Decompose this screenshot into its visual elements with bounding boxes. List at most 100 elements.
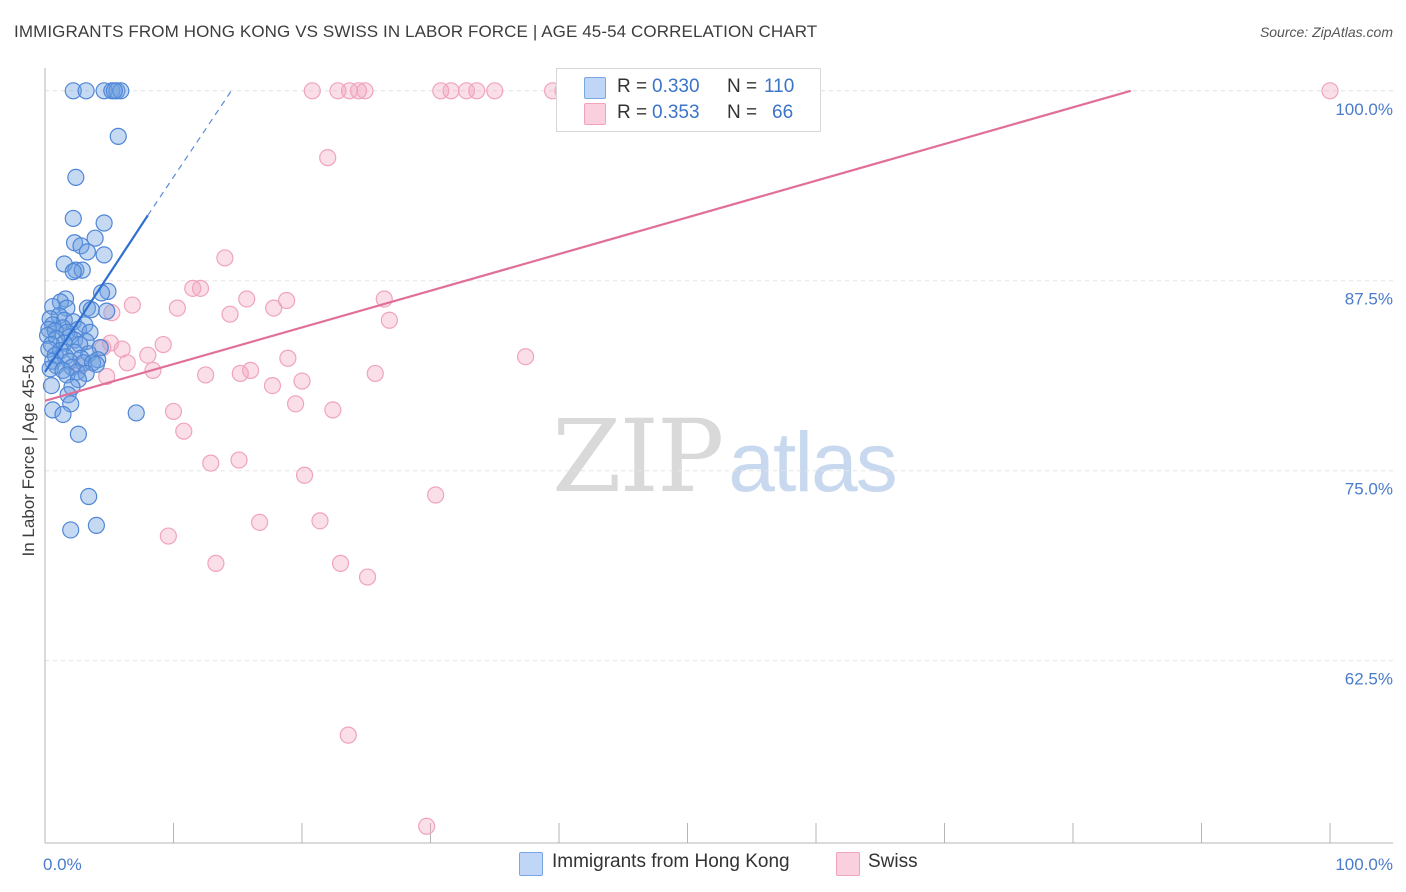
swiss-point [250, 513, 269, 531]
hongkong-point [77, 82, 95, 100]
axis-labels: 62.5% 75.0% 87.5% 100.0% 0.0% 100.0% In Labor … [19, 100, 1393, 874]
hongkong-point [42, 335, 61, 354]
correlation-legend: R = 0.330 N = 110 R = 0.353 N = 66 [556, 68, 821, 132]
swiss-point [358, 568, 377, 586]
y-axis-title: In Labor Force | Age 45-54 [19, 355, 38, 557]
hongkong-point [99, 282, 117, 300]
swiss-point [202, 454, 220, 472]
swiss-point [159, 527, 177, 545]
swiss-point [468, 82, 486, 100]
swiss-point [380, 311, 398, 329]
x-tick-label: 0.0% [43, 855, 82, 874]
hongkong-point [44, 401, 62, 419]
y-tick-label: 87.5% [1345, 290, 1393, 309]
bottom-legend-swiss: Swiss [868, 851, 918, 872]
swiss-point [242, 361, 260, 380]
swiss-point [303, 82, 321, 100]
hongkong-point [98, 302, 116, 320]
swiss-point [154, 335, 172, 354]
hongkong-point [109, 127, 127, 145]
hongkong-point [112, 82, 130, 100]
hongkong-point [127, 404, 145, 422]
swiss-point [238, 290, 256, 308]
hongkong-point [38, 326, 57, 345]
hongkong-trend-line [44, 214, 149, 373]
swiss-point [197, 366, 215, 384]
swiss-point [1321, 82, 1339, 100]
swiss-point [207, 554, 225, 572]
swiss-point [98, 367, 116, 386]
legend-row-hongkong: R = 0.330 N = 110 [557, 75, 820, 101]
swiss-point [279, 349, 297, 367]
swiss-point [427, 486, 445, 504]
swiss-point [324, 401, 342, 419]
swiss-point [216, 249, 234, 267]
swiss-point [339, 726, 357, 744]
y-tick-label: 75.0% [1345, 480, 1393, 499]
swiss-point [442, 82, 460, 100]
swiss-point [139, 346, 157, 364]
swiss-point [331, 554, 350, 572]
swiss-point [366, 364, 384, 383]
swiss-point [286, 395, 305, 413]
swiss-point [349, 82, 368, 100]
swiss-points [72, 82, 1339, 835]
legend-swatch-hongkong [584, 77, 606, 99]
swiss-point [277, 291, 296, 310]
hongkong-point [56, 290, 75, 308]
hongkong-point [86, 229, 104, 247]
bottom-legend-swatch-hongkong [519, 852, 543, 876]
legend-n-value: 110 [764, 76, 795, 97]
swiss-trend-line [44, 89, 1132, 402]
swiss-point [418, 817, 436, 835]
swiss-point [263, 376, 282, 395]
legend-r-value: 0.330 [652, 76, 700, 97]
hongkong-point [95, 246, 113, 264]
legend-r-value: 0.353 [652, 102, 700, 123]
hongkong-point [87, 516, 106, 535]
watermark-zip: ZIP [552, 398, 724, 515]
legend-r-label: R = [617, 102, 648, 123]
hongkong-point [95, 214, 113, 232]
hongkong-point [69, 425, 88, 443]
legend-n-label: N = [727, 102, 758, 123]
swiss-point [319, 149, 337, 167]
hongkong-point [72, 237, 90, 255]
legend-r-label: R = [617, 76, 648, 97]
swiss-point [175, 422, 193, 440]
axes [44, 68, 1393, 844]
swiss-point [293, 372, 311, 390]
swiss-point [265, 299, 283, 317]
hongkong-point [54, 405, 72, 424]
swiss-point [221, 305, 239, 323]
swiss-point [164, 402, 183, 421]
legend-row-swiss: R = 0.353 N = 66 [557, 101, 820, 127]
hongkong-point [81, 323, 99, 342]
swiss-point [118, 354, 136, 372]
hongkong-point [41, 360, 59, 378]
swiss-point [123, 296, 141, 314]
swiss-point [311, 512, 329, 530]
source-credit: Source: ZipAtlas.com [1259, 24, 1393, 40]
bottom-legend-hongkong: Immigrants from Hong Kong [552, 851, 790, 872]
hongkong-trend-extension [147, 90, 232, 216]
bottom-legend-swatch-swiss [836, 852, 860, 876]
swiss-point [486, 82, 504, 100]
swiss-point [295, 466, 314, 484]
swiss-point [356, 82, 374, 100]
hongkong-point [64, 263, 82, 281]
swiss-point [231, 364, 249, 383]
watermark-atlas: atlas [728, 415, 897, 509]
swiss-point [168, 299, 186, 317]
hongkong-point [64, 209, 82, 228]
hongkong-point [62, 521, 80, 539]
chart-title: IMMIGRANTS FROM HONG KONG VS SWISS IN LA… [14, 22, 818, 41]
hongkong-point [105, 82, 123, 100]
x-tick-label: 100.0% [1335, 855, 1393, 874]
hongkong-point [42, 376, 61, 395]
legend-n-label: N = [727, 76, 758, 97]
y-tick-label: 100.0% [1335, 100, 1393, 119]
legend-n-value: 66 [772, 102, 794, 123]
swiss-point [516, 348, 535, 366]
